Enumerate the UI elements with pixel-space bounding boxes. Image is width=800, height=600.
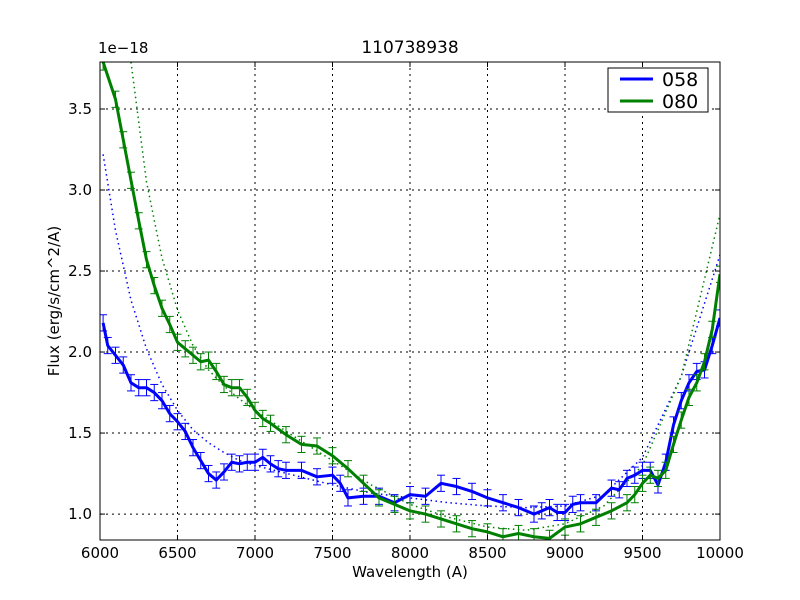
fit-curve	[130, 62, 720, 532]
plot-area: 6000 6500 7000 7500 8000 8500 9000 9500 10000 1.0…	[68, 61, 744, 562]
y-tick-label: 2.0	[68, 343, 92, 361]
series-058	[100, 309, 720, 523]
series-line	[101, 62, 720, 540]
x-tick-label: 8000	[391, 544, 429, 562]
x-tick-label: 10000	[696, 544, 744, 562]
x-tick-label: 8500	[468, 544, 506, 562]
y-tick-label: 3.0	[68, 181, 92, 199]
legend: 058 080	[607, 67, 709, 113]
y-tick-label: 3.5	[68, 100, 92, 118]
x-tick-label: 9500	[623, 544, 661, 562]
legend-box	[607, 67, 709, 113]
x-tick-label: 6000	[81, 544, 119, 562]
x-tick-label: 7000	[236, 544, 274, 562]
legend-label-080: 080	[662, 91, 698, 113]
y-axis-label: Flux (erg/s/cm^2/A)	[45, 226, 63, 377]
y-tick-label: 1.5	[68, 424, 92, 442]
y-tick-label: 1.0	[68, 505, 92, 523]
data-series	[100, 62, 720, 540]
legend-label-058: 058	[662, 69, 698, 91]
x-tick-label: 6500	[158, 544, 196, 562]
y-offset-label: 1e−18	[98, 39, 148, 57]
x-tick-label: 9000	[546, 544, 584, 562]
x-tick-label: 7500	[313, 544, 351, 562]
axis-ticks: 6000 6500 7000 7500 8000 8500 9000 9500 10000 1.0…	[68, 62, 744, 562]
series-080	[100, 62, 720, 540]
x-axis-label: Wavelength (A)	[352, 563, 468, 581]
grid-lines	[100, 62, 720, 540]
y-tick-label: 2.5	[68, 262, 92, 280]
fit-curve	[102, 154, 720, 509]
fit-curves	[102, 62, 720, 532]
chart-title: 110738938	[361, 38, 458, 58]
